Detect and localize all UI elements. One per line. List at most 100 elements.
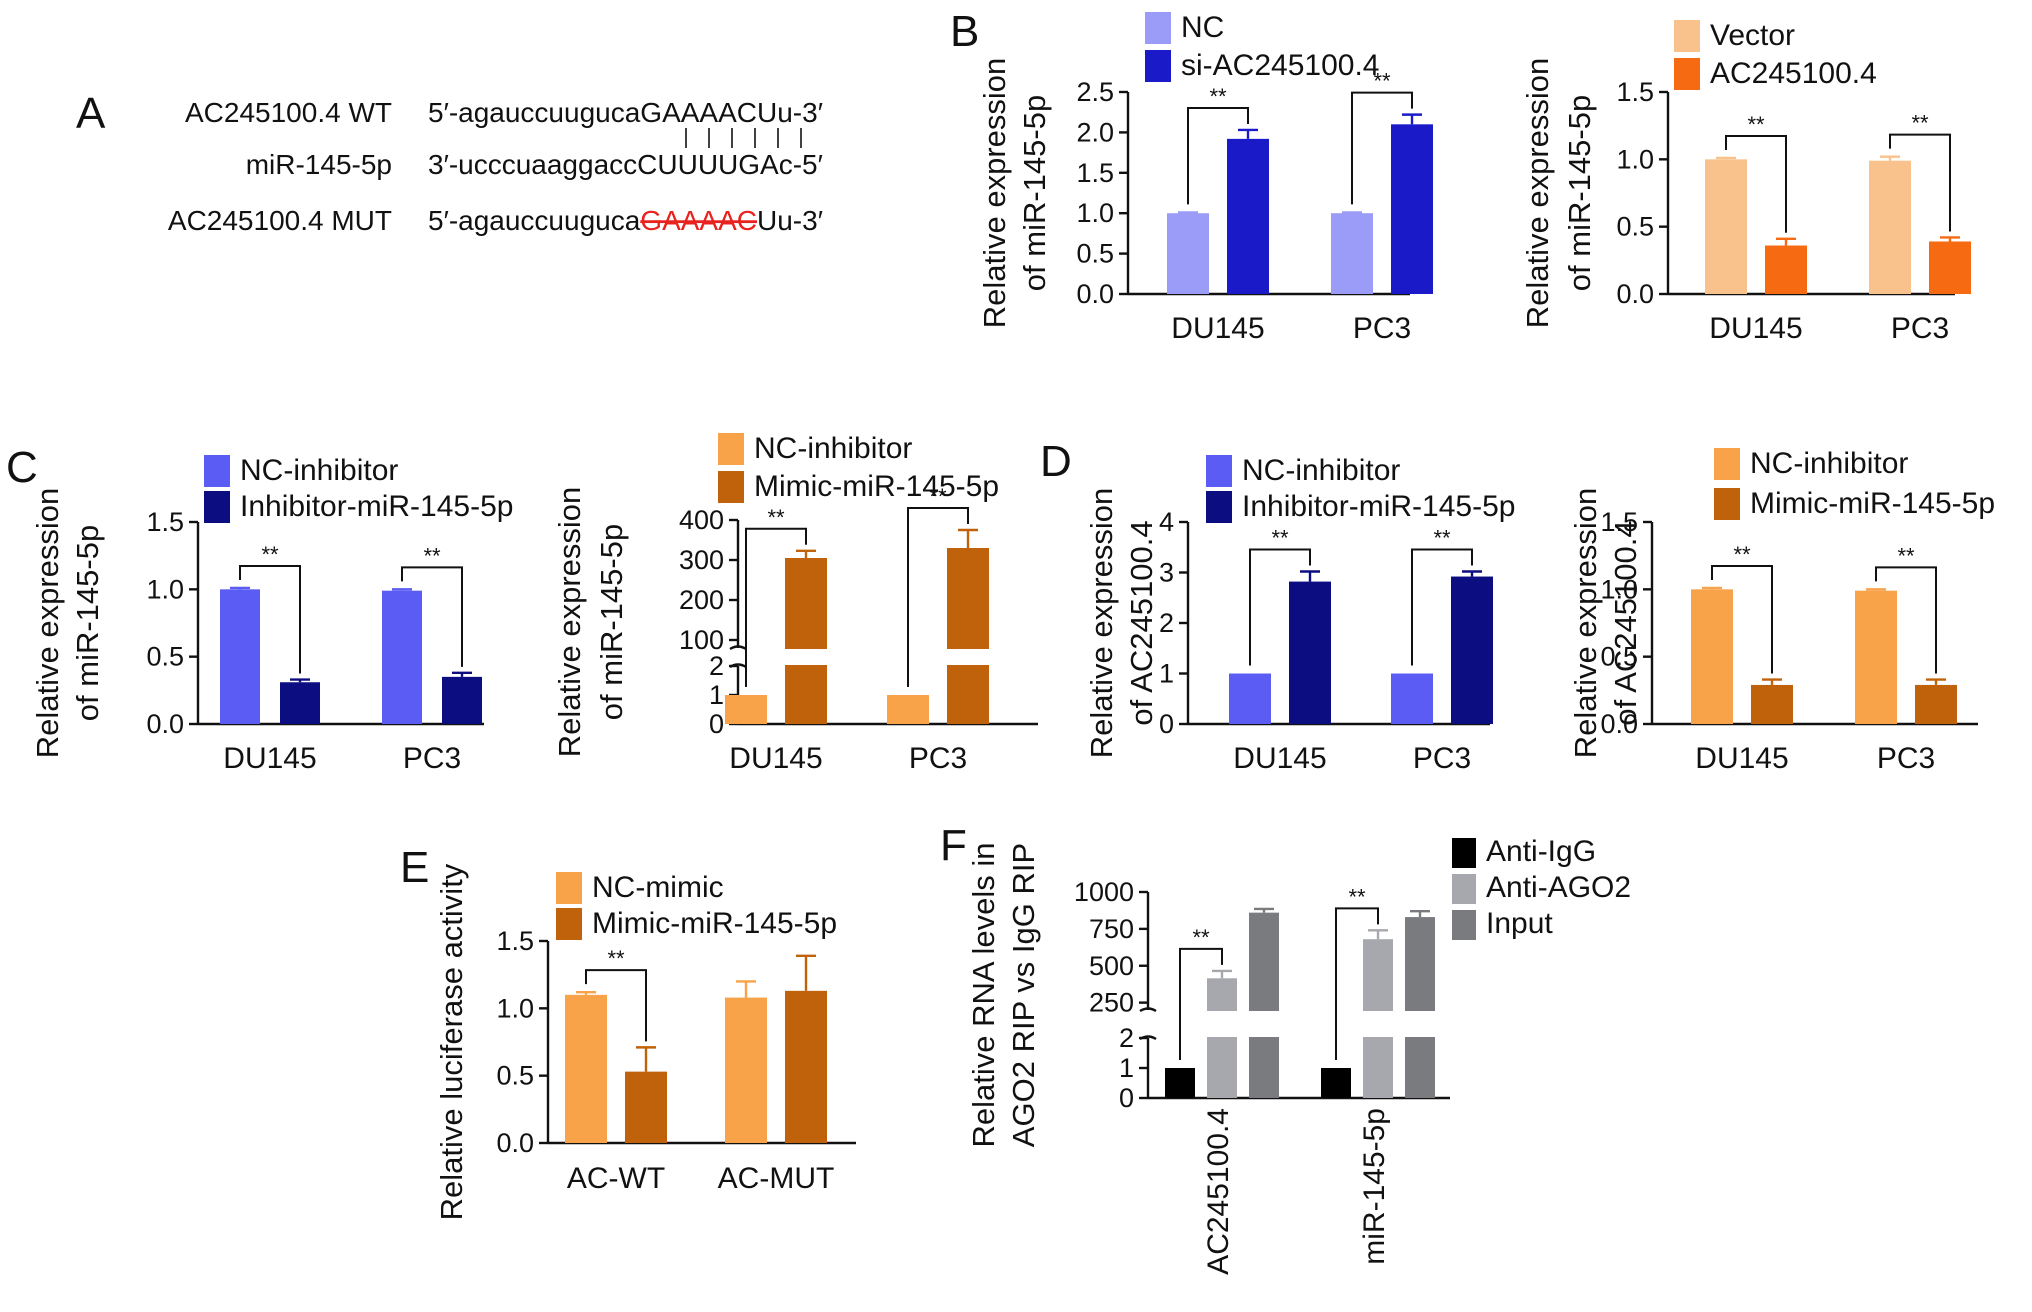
x-category-label: PC3 bbox=[1891, 312, 1949, 345]
bar-input-mir-145-5p bbox=[1405, 917, 1435, 1098]
y-tick-label: 2 bbox=[1159, 608, 1174, 638]
bar-ac245100-4-pc3 bbox=[1929, 241, 1971, 294]
significance-bracket bbox=[1711, 564, 1773, 674]
x-category-label: DU145 bbox=[729, 742, 822, 775]
bar-break-gap bbox=[945, 649, 991, 665]
mir-core: CUUUUG bbox=[637, 149, 760, 180]
legend-label: si-AC245100.4 bbox=[1181, 49, 1379, 82]
legend: Vector AC245100.4 bbox=[1674, 19, 1877, 90]
chart-b2: 0.0 0.5 1.0 1.5 Relative expression of miR-14… bbox=[1520, 19, 1971, 345]
y-tick-label: 2.5 bbox=[1076, 77, 1114, 107]
y-tick-label: 2.0 bbox=[1076, 117, 1114, 147]
axis-break-mark bbox=[729, 645, 747, 651]
legend-swatch bbox=[718, 471, 744, 503]
axis-break-mark bbox=[1139, 1007, 1157, 1013]
y-tick-label: 1.5 bbox=[1616, 77, 1654, 107]
y-axis-label: of miR-145-5p bbox=[70, 525, 105, 721]
significance-label: ** bbox=[767, 505, 785, 530]
panel-letter-d: D bbox=[1040, 437, 1072, 486]
legend-swatch bbox=[1206, 455, 1232, 487]
y-tick-label: 0 bbox=[1119, 1083, 1134, 1113]
legend-label: NC-inhibitor bbox=[240, 454, 398, 487]
y-tick-label: 1.0 bbox=[1616, 144, 1654, 174]
y-tick-label: 500 bbox=[1089, 951, 1134, 981]
significance-label: ** bbox=[929, 484, 947, 509]
x-category-label: AC-WT bbox=[567, 1162, 665, 1195]
x-category-label: AC-MUT bbox=[718, 1162, 835, 1195]
y-axis-label: Relative expression bbox=[977, 58, 1012, 329]
y-axis-label: AGO2 RIP vs IgG RIP bbox=[1006, 843, 1041, 1147]
mir-sequence: 3′-ucccuaaggaccCUUUUGAc-5′ bbox=[428, 149, 823, 180]
bar-mimic-mir-145-5p-ac-wt bbox=[625, 1071, 667, 1143]
bar-break-gap bbox=[1205, 1011, 1239, 1037]
significance-bracket bbox=[1179, 947, 1223, 1060]
y-tick-label: 2 bbox=[1119, 1023, 1134, 1053]
y-axis-label: of AC245100.4 bbox=[1124, 520, 1159, 725]
bar-break-gap bbox=[1403, 1011, 1437, 1037]
x-category-label: DU145 bbox=[1709, 312, 1802, 345]
chart-c1: 0.0 0.5 1.0 1.5 Relative expression of miR-14… bbox=[30, 454, 513, 775]
legend-label: NC-inhibitor bbox=[754, 432, 912, 465]
y-tick-label: 1.5 bbox=[1600, 507, 1638, 537]
wt-prefix: 5′-agauccuuguca bbox=[428, 97, 641, 128]
panel-letter-f: F bbox=[940, 821, 967, 870]
legend-label: NC bbox=[1181, 11, 1224, 44]
significance-label: ** bbox=[1373, 69, 1391, 94]
legend-swatch bbox=[1206, 491, 1232, 523]
legend-swatch bbox=[1145, 50, 1171, 82]
bar-nc-inhibitor-pc3 bbox=[1391, 673, 1433, 724]
significance-label: ** bbox=[1192, 925, 1210, 950]
bar-inhibitor-mir-145-5p-pc3 bbox=[442, 676, 482, 724]
y-tick-label: 1.0 bbox=[496, 993, 534, 1023]
bar-si-ac245100-4-pc3 bbox=[1391, 124, 1433, 294]
bar-vector-pc3 bbox=[1869, 160, 1911, 294]
bar-break-gap bbox=[783, 649, 829, 665]
bar-nc-inhibitor-pc3 bbox=[887, 695, 929, 724]
legend-swatch bbox=[204, 491, 230, 523]
bar-anti-igg-ac245100-4 bbox=[1165, 1068, 1195, 1098]
legend: NC-inhibitor Mimic-miR-145-5p bbox=[1714, 447, 1995, 520]
chart-f: 250 500 750 1000 012 Relative RNA levels in AG… bbox=[966, 835, 1631, 1275]
y-axis-label: Relative expression bbox=[1084, 488, 1119, 759]
mir-label: miR-145-5p bbox=[246, 149, 392, 180]
sequence-alignment: AC245100.4 WT 5′-agauccuugucaGAAAACUu-3′… bbox=[168, 97, 823, 236]
y-tick-label: 0.0 bbox=[1616, 279, 1654, 309]
chart-e: 0.0 0.5 1.0 1.5 Relative luciferase activity… bbox=[434, 863, 856, 1220]
chart-b1: 0.0 0.5 1.0 1.5 2.0 2.5 Relative expression of … bbox=[977, 11, 1433, 345]
significance-bracket bbox=[1187, 106, 1249, 205]
y-axis-label: Relative expression bbox=[30, 488, 65, 759]
y-tick-label: 0.0 bbox=[1076, 279, 1114, 309]
bar-nc-inhibitor-pc3 bbox=[382, 590, 422, 724]
legend-label: Input bbox=[1486, 907, 1553, 940]
y-axis bbox=[1119, 90, 1130, 296]
bar-mimic-mir-145-5p-pc3 bbox=[947, 548, 989, 724]
y-tick-label: 0.5 bbox=[1600, 642, 1638, 672]
legend-swatch bbox=[1452, 910, 1476, 940]
mir-suffix: Ac-5′ bbox=[760, 149, 823, 180]
y-axis-label: Relative expression bbox=[1520, 58, 1555, 329]
significance-bracket bbox=[745, 527, 807, 687]
x-category-label: DU145 bbox=[223, 742, 316, 775]
legend: NC si-AC245100.4 bbox=[1145, 11, 1379, 82]
bar-mimic-mir-145-5p-ac-mut bbox=[785, 990, 827, 1143]
legend: NC-inhibitor Mimic-miR-145-5p bbox=[718, 432, 999, 503]
legend-label: NC-mimic bbox=[592, 871, 724, 904]
panel-letter-a: A bbox=[76, 89, 106, 138]
significance-bracket bbox=[401, 566, 463, 667]
significance-label: ** bbox=[1747, 112, 1765, 137]
wt-label: AC245100.4 WT bbox=[185, 97, 392, 128]
y-tick-label: 0.5 bbox=[1616, 212, 1654, 242]
legend-label: Anti-IgG bbox=[1486, 835, 1596, 868]
mut-core: GAAAAC bbox=[640, 205, 757, 236]
bar-nc-mimic-ac-wt bbox=[565, 994, 607, 1143]
y-tick-label: 2 bbox=[709, 651, 724, 681]
y-tick-label: 750 bbox=[1089, 914, 1134, 944]
legend-label: Mimic-miR-145-5p bbox=[1750, 487, 1995, 520]
significance-bracket bbox=[1725, 134, 1787, 233]
y-tick-label: 0.0 bbox=[1600, 709, 1638, 739]
legend-swatch bbox=[1674, 58, 1700, 90]
panel-letter-c: C bbox=[6, 443, 38, 492]
x-category-label: PC3 bbox=[1353, 312, 1411, 345]
